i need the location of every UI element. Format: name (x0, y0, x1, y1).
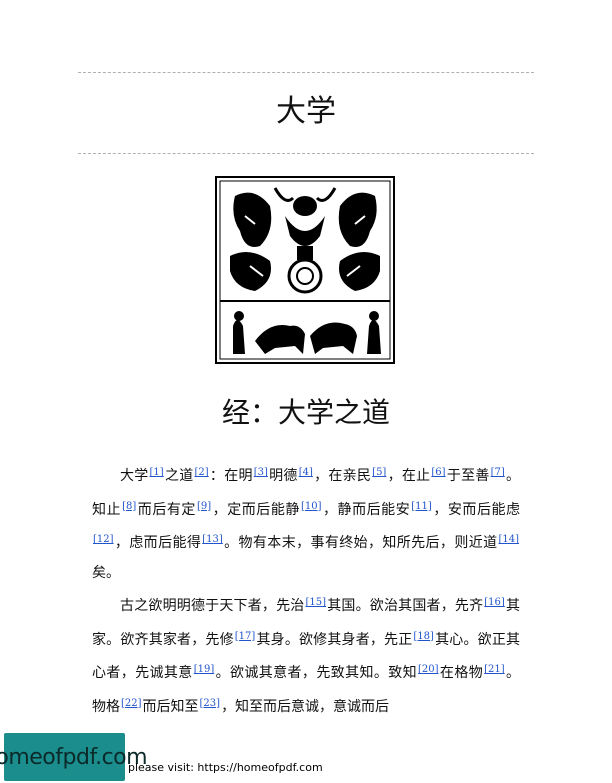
footnote-link[interactable]: [14] (498, 534, 520, 545)
text-segment: 其国。欲治其国者，先齐 (327, 598, 484, 614)
footnote-link[interactable]: [9] (196, 500, 212, 512)
page-title: 大学 (276, 94, 336, 129)
footnote-link[interactable]: [16] (484, 597, 505, 608)
chapter-title: 经：大学之道 (221, 396, 390, 429)
site-logo[interactable]: homeofpdf.com (0, 733, 148, 781)
text-segment: 。欲诚其意者，先致其知。致知 (215, 665, 418, 681)
woodcut-illustration-icon (215, 176, 395, 364)
text-segment: 大学 (120, 468, 149, 484)
footnote-link[interactable]: [19] (193, 664, 215, 675)
text-segment: 之道 (164, 468, 194, 484)
text-segment: ，定而后能静 (212, 501, 300, 518)
footer-visit-link[interactable]: please visit: https://homeofpdf.com (128, 761, 323, 774)
footnote-link[interactable]: [13] (202, 534, 223, 545)
bottom-divider (78, 153, 534, 154)
top-divider (78, 72, 534, 73)
text-segment: ，虑而后能得 (114, 535, 202, 551)
text-segment: 而后知至 (142, 698, 199, 715)
text-segment: 其身。欲修其身者，先正 (256, 631, 413, 648)
footnote-link[interactable]: [7] (490, 467, 505, 478)
footnote-link[interactable]: [12] (93, 534, 114, 545)
footnote-link[interactable]: [11] (411, 500, 432, 512)
text-segment: ，静而后能安 (322, 501, 411, 518)
footnote-link[interactable]: [10] (300, 500, 322, 512)
text-segment: ，在亲民 (313, 468, 372, 484)
text-segment: 在格物 (439, 665, 484, 681)
text-segment: ：在明 (209, 468, 253, 484)
text-segment: 矣。 (92, 564, 120, 581)
footnote-link[interactable]: [2] (194, 467, 209, 478)
footnote-link[interactable]: [5] (372, 467, 387, 478)
footnote-link[interactable]: [8] (122, 500, 137, 512)
body-text: 大学[1]之道[2]：在明[3]明德[4]，在亲民[5]，在止[6]于至善[7]… (92, 458, 520, 722)
footnote-link[interactable]: [17] (234, 630, 256, 642)
text-segment: 。知止 (92, 468, 521, 518)
text-segment: 其家。欲齐其家者，先修 (92, 598, 521, 648)
footnote-link[interactable]: [1] (149, 467, 164, 478)
footnote-link[interactable]: [23] (199, 697, 221, 709)
text-segment: 明德 (268, 468, 298, 484)
text-segment: ，安而后能虑 (432, 501, 521, 518)
text-segment: ，知至而后意诚，意诚而后 (221, 698, 390, 715)
text-segment: 而后有定 (137, 501, 196, 518)
text-segment: 其心。欲正其心者，先诚其意 (92, 631, 521, 682)
text-segment: 于至善 (446, 468, 490, 484)
paragraph: 大学[1]之道[2]：在明[3]明德[4]，在亲民[5]，在止[6]于至善[7]… (92, 458, 520, 588)
footnote-link[interactable]: [22] (121, 697, 142, 709)
footnote-link[interactable]: [15] (305, 597, 326, 608)
footnote-link[interactable]: [6] (431, 467, 446, 478)
paragraph: 古之欲明明德于天下者，先治[15]其国。欲治其国者，先齐[16]其家。欲齐其家者… (92, 588, 520, 722)
text-segment: 。物格 (92, 665, 521, 715)
text-segment: ，在止 (387, 468, 431, 484)
text-segment: 。物有本末，事有终始，知所先后，则近道 (223, 535, 498, 551)
footnote-link[interactable]: [18] (413, 630, 434, 642)
footnote-link[interactable]: [3] (253, 467, 268, 478)
text-segment: 古之欲明明德于天下者，先治 (120, 598, 305, 614)
footnote-link[interactable]: [4] (298, 467, 313, 478)
footnote-link[interactable]: [21] (484, 664, 505, 675)
site-logo-text: homeofpdf.com (0, 744, 148, 770)
footnote-link[interactable]: [20] (418, 664, 439, 675)
